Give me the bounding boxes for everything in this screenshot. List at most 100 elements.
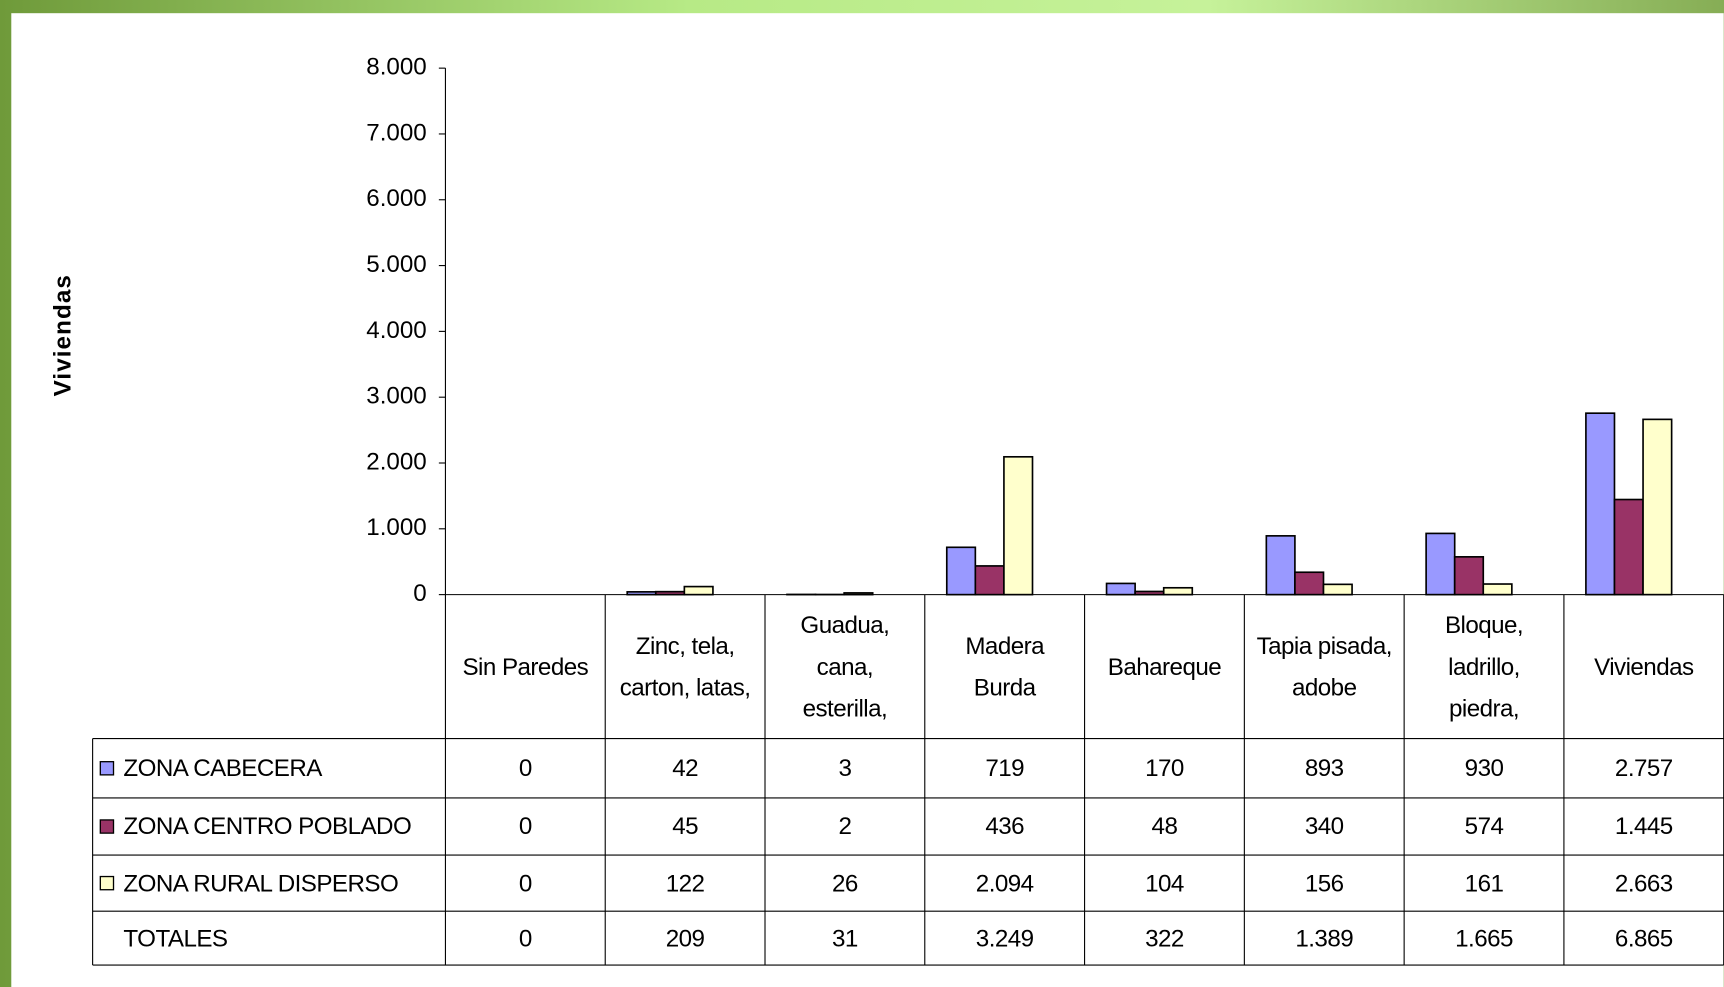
- table-value-box: 31: [831, 923, 858, 952]
- table-value-box: 719: [985, 754, 1024, 781]
- table-value-box: 322: [1145, 924, 1184, 951]
- y-axis-label: Viviendas: [49, 274, 76, 396]
- table-value: 26: [831, 868, 858, 897]
- y-tick-label: 7.000: [366, 119, 427, 146]
- bar: [1425, 532, 1456, 596]
- bar: [974, 565, 1005, 596]
- table-value: 161: [1464, 868, 1504, 897]
- legend-label: ZONA RURAL DISPERSO: [123, 868, 399, 897]
- table-value-box: 2.757: [1614, 753, 1673, 782]
- legend-label: ZONA CABECERA: [123, 753, 322, 782]
- table-value-box: 3: [838, 753, 852, 782]
- bar: [1453, 556, 1485, 596]
- totals-label-box: TOTALES: [123, 923, 228, 952]
- table-value-box: 436: [985, 812, 1025, 840]
- table-value: 2.094: [975, 868, 1034, 897]
- x-tick-label: Guadua, cana, esterilla,: [800, 610, 890, 722]
- table-value-box: 1.665: [1455, 923, 1513, 952]
- table-value: 2.663: [1614, 868, 1673, 897]
- x-tick-label: Bloque, ladrillo, piedra,: [1444, 610, 1524, 722]
- bar: [1642, 418, 1673, 596]
- table-value: 31: [831, 923, 858, 952]
- table-value: 1.445: [1614, 812, 1673, 840]
- totals-label: TOTALES: [123, 923, 228, 952]
- x-tick-label-box: Madera Burda: [965, 631, 1044, 700]
- table-value: 104: [1145, 868, 1184, 897]
- table-value: 1.665: [1455, 923, 1513, 952]
- legend-label: ZONA CENTRO POBLADO: [123, 812, 412, 840]
- table-value-box: 340: [1304, 812, 1344, 840]
- y-tick-label: 5.000: [366, 251, 427, 278]
- table-value: 156: [1304, 868, 1344, 897]
- table-value-box: 0: [518, 923, 532, 952]
- table-value: 574: [1464, 812, 1504, 840]
- bar: [1294, 571, 1325, 596]
- table-value: 0: [518, 753, 532, 782]
- table-value-box: 574: [1464, 812, 1504, 840]
- y-tick-label: 1.000: [366, 514, 427, 541]
- table-value-box: 930: [1464, 753, 1504, 782]
- bar: [1003, 455, 1034, 596]
- table-value-box: 1.389: [1295, 923, 1354, 952]
- bar: [1613, 498, 1644, 596]
- x-tick-label: Viviendas: [1594, 652, 1694, 680]
- bar: [1162, 586, 1194, 596]
- legend-label-box: ZONA RURAL DISPERSO: [123, 868, 399, 897]
- table-value-box: 161: [1464, 868, 1504, 897]
- bar: [1105, 582, 1136, 596]
- x-tick-label-box: Tapia pisada, adobe: [1256, 631, 1393, 701]
- x-tick-label: Zinc, tela, carton, latas,: [619, 631, 751, 701]
- table-value-box: 2.094: [975, 868, 1034, 897]
- table-value: 3.249: [975, 923, 1034, 952]
- table-value: 3: [838, 753, 852, 782]
- table-value: 893: [1304, 753, 1344, 782]
- table-value: 209: [665, 923, 705, 952]
- y-tick-label: 6.000: [366, 185, 427, 212]
- x-tick-label-box: Sin Paredes: [462, 652, 589, 680]
- table-value-box: 2.663: [1614, 868, 1673, 897]
- table-value: 48: [1151, 812, 1178, 840]
- table-value: 0: [518, 923, 532, 952]
- legend-swatch: [99, 761, 115, 776]
- table-value: 930: [1464, 753, 1504, 782]
- table-value-box: 156: [1304, 868, 1344, 897]
- table-value: 2.757: [1614, 753, 1673, 782]
- table-value: 45: [672, 812, 699, 840]
- bar: [1265, 535, 1296, 596]
- x-tick-label-box: Guadua, cana, esterilla,: [800, 610, 890, 722]
- plot-background: [11, 13, 1724, 987]
- table-value: 42: [672, 753, 699, 782]
- table-value-box: 0: [519, 812, 532, 839]
- table-value: 0: [518, 868, 532, 897]
- bar: [1322, 583, 1353, 596]
- table-value-box: 48: [1151, 812, 1178, 840]
- x-tick-label-box: Viviendas: [1594, 652, 1694, 680]
- y-tick-label: 4.000: [366, 317, 427, 344]
- table-value: 122: [665, 868, 705, 897]
- x-tick-label-box: Bahareque: [1107, 652, 1222, 680]
- table-value-box: 0: [518, 868, 532, 897]
- table-value-box: 1.445: [1614, 812, 1673, 840]
- table-value-box: 0: [518, 753, 532, 782]
- table-value-box: 104: [1145, 868, 1184, 897]
- table-value-box: 2: [838, 812, 851, 839]
- table-value: 340: [1304, 812, 1344, 840]
- x-tick-label: Tapia pisada, adobe: [1256, 631, 1393, 701]
- y-tick-label: 2.000: [366, 448, 427, 475]
- legend-label-box: ZONA CABECERA: [123, 753, 322, 782]
- table-value-box: 45: [672, 812, 699, 840]
- bar: [683, 585, 714, 596]
- x-tick-label: Bahareque: [1107, 652, 1222, 680]
- bar: [945, 546, 977, 596]
- x-tick-label: Sin Paredes: [462, 652, 589, 680]
- table-value: 1.389: [1295, 923, 1354, 952]
- table-value: 436: [985, 812, 1025, 840]
- table-value: 170: [1145, 753, 1184, 782]
- table-value-box: 209: [665, 923, 705, 952]
- table-value: 6.865: [1614, 923, 1673, 952]
- table-value-box: 6.865: [1614, 923, 1673, 952]
- table-value-box: 26: [831, 868, 858, 897]
- x-tick-label-box: Bloque, ladrillo, piedra,: [1444, 610, 1524, 722]
